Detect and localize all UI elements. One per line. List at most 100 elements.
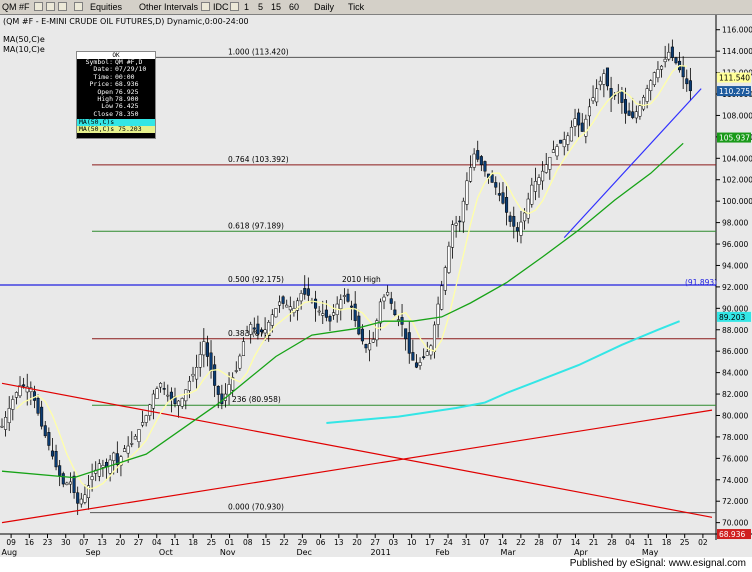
price-bar-body xyxy=(112,452,116,461)
other-intervals-menu[interactable]: Other Intervals xyxy=(139,2,199,12)
price-bar-body xyxy=(83,494,87,503)
footer-credit: Published by eSignal: www.esignal.com xyxy=(569,558,746,569)
price-bar-body xyxy=(184,389,188,402)
price-bar-body xyxy=(296,300,300,311)
y-tick-label: 94.000 xyxy=(722,261,748,270)
interval-tick[interactable]: Tick xyxy=(348,2,365,12)
symbol-dropdown[interactable]: QM #F xyxy=(2,2,30,12)
x-tick-label: 03 xyxy=(389,538,399,547)
data-window-label: Date: xyxy=(93,65,113,74)
y-tick-label: 114.000 xyxy=(722,47,752,56)
idc-icon[interactable] xyxy=(201,2,210,11)
price-bar-body xyxy=(187,380,191,391)
chart-area[interactable]: 1.000 (113.420) 0.764 (103.392) 0.618 (97.… xyxy=(0,15,752,557)
price-bar-body xyxy=(90,476,94,480)
x-tick-label: 28 xyxy=(534,538,544,547)
price-tag-bg xyxy=(717,72,751,83)
price-bar-body xyxy=(0,425,4,428)
toolbar-button-3[interactable] xyxy=(58,2,67,11)
y-tick-label: 90.000 xyxy=(722,304,748,313)
price-bar-body xyxy=(209,352,213,372)
price-bar-body xyxy=(494,182,498,188)
price-bar-body xyxy=(569,126,573,142)
price-bar-body xyxy=(483,161,487,172)
price-bar-body xyxy=(238,355,242,369)
price-bar-body xyxy=(180,398,184,407)
data-window-value: 78.350 xyxy=(115,109,139,118)
price-bar-body xyxy=(202,341,206,356)
y-tick-label: 74.000 xyxy=(722,476,748,485)
x-tick-label: 06 xyxy=(316,538,326,547)
fib-level-label: 0.764 (103.392) xyxy=(228,155,289,164)
interval-5[interactable]: 5 xyxy=(258,2,264,12)
price-bar-body xyxy=(375,320,379,341)
price-bar-body xyxy=(566,135,570,145)
fib-level-label: 0.000 (70.930) xyxy=(228,503,284,512)
price-bar-body xyxy=(660,65,664,70)
y-tick-label: 104.000 xyxy=(722,154,752,163)
interval-daily[interactable]: Daily xyxy=(314,2,335,12)
x-tick-label: 14 xyxy=(571,538,581,547)
price-bar-body xyxy=(469,167,473,182)
idc-label[interactable]: IDC xyxy=(213,2,229,12)
x-tick-label: 25 xyxy=(207,538,217,547)
price-bar-body xyxy=(512,216,516,227)
price-bar-body xyxy=(148,404,152,416)
price-bar-body xyxy=(151,393,155,409)
price-bar-body xyxy=(465,180,469,205)
x-tick-label: 25 xyxy=(680,538,690,547)
price-bar-body xyxy=(368,343,372,351)
interval-1[interactable]: 1 xyxy=(244,2,250,12)
price-bar-body xyxy=(555,146,559,157)
toolbar: QM #F Equities Other Intervals IDC 1 5 1… xyxy=(0,0,752,15)
price-bar-body xyxy=(277,301,282,306)
price-bar-body xyxy=(602,73,606,85)
x-tick-label: 11 xyxy=(170,538,180,547)
price-bar-body xyxy=(7,408,11,423)
equities-menu[interactable]: Equities xyxy=(90,2,123,12)
price-bar-body xyxy=(501,192,505,204)
price-bar-body xyxy=(458,220,462,223)
price-bar-body xyxy=(155,388,159,399)
price-bar-body xyxy=(144,415,148,423)
price-bar-body xyxy=(472,153,476,168)
price-bar-body xyxy=(562,139,566,148)
price-bar-body xyxy=(54,451,58,468)
price-bar-body xyxy=(213,364,217,386)
annotation-2010-high: 2010 High xyxy=(342,275,381,284)
y-tick-label: 100.000 xyxy=(722,197,752,206)
toolbar-button-4[interactable] xyxy=(74,2,83,11)
toolbar-button-1[interactable] xyxy=(34,2,43,11)
price-bar-body xyxy=(72,475,76,493)
data-window-row: Symbol: QM #F,D xyxy=(77,58,155,66)
interval-15[interactable]: 15 xyxy=(271,2,282,12)
y-tick-label: 78.000 xyxy=(722,433,748,442)
x-month-label: Nov xyxy=(220,548,236,557)
x-tick-label: 27 xyxy=(134,538,144,547)
price-bar-body xyxy=(288,306,292,311)
y-tick-label: 72.000 xyxy=(722,497,748,506)
x-month-label: Feb xyxy=(435,548,449,557)
price-bar-body xyxy=(216,385,220,395)
data-window-row: Time: 00:00 xyxy=(77,73,155,81)
price-bar-body xyxy=(393,309,397,316)
price-bar-body xyxy=(79,498,83,505)
y-tick-label: 84.000 xyxy=(722,369,748,378)
price-bar-body xyxy=(620,90,624,103)
interval-icon[interactable] xyxy=(230,2,239,11)
price-chart-svg[interactable]: 1.000 (113.420) 0.764 (103.392) 0.618 (97.… xyxy=(0,15,752,557)
data-window-label: Low xyxy=(101,102,113,111)
y-tick-label: 86.000 xyxy=(722,347,748,356)
price-tag-label: 105.937 xyxy=(719,134,750,143)
toolbar-button-2[interactable] xyxy=(46,2,55,11)
price-bar-body xyxy=(476,150,480,160)
interval-60[interactable]: 60 xyxy=(289,2,300,12)
y-tick-label: 92.000 xyxy=(722,283,748,292)
price-bar-body xyxy=(281,296,285,304)
price-bar-body xyxy=(389,298,393,304)
price-bar-body xyxy=(440,285,444,310)
x-tick-label: 13 xyxy=(334,538,344,547)
price-bar-body xyxy=(346,293,350,302)
ma200-line xyxy=(326,320,680,424)
price-bar-body xyxy=(270,314,274,326)
